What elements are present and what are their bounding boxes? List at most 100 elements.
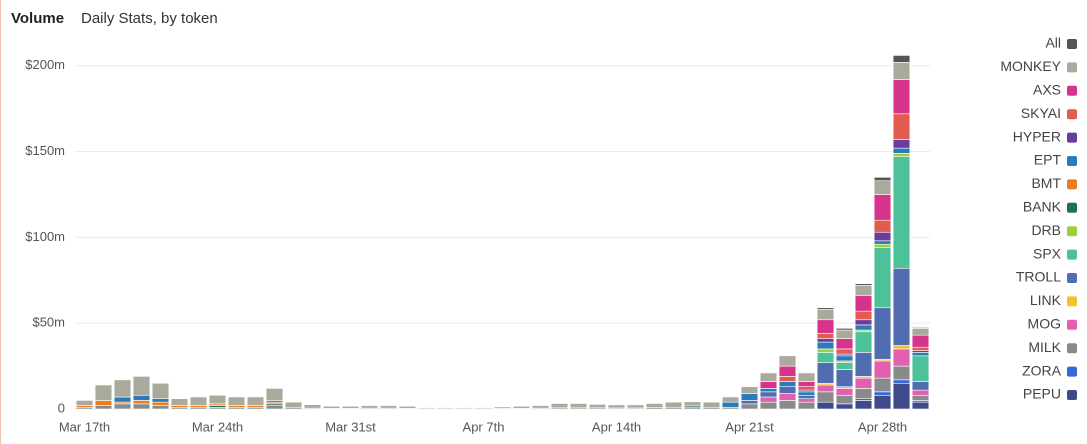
- bar-segment: [816, 348, 835, 353]
- bar-segment: [94, 384, 113, 401]
- bar-segment: [208, 394, 227, 405]
- bar-segment: [531, 405, 550, 409]
- legend-label: LINK: [1030, 292, 1062, 308]
- bar-segment: [759, 396, 778, 403]
- legend-label: AXS: [1033, 82, 1061, 98]
- bar-segment: [512, 405, 531, 409]
- bar-segment: [835, 388, 854, 396]
- bar-segment: [854, 319, 873, 326]
- bar-segment: [170, 398, 189, 406]
- bar-segment: [797, 394, 816, 400]
- bar-segment: [892, 152, 911, 158]
- bar-segment: [778, 400, 797, 410]
- bar-segment: [797, 391, 816, 396]
- bar-segment: [816, 309, 835, 321]
- bar-segment: [873, 180, 892, 195]
- bar-segment: [436, 407, 455, 409]
- y-tick-label: $50m: [32, 315, 65, 330]
- bar-segment: [94, 405, 113, 410]
- legend-swatch: [1067, 109, 1077, 120]
- bar-segment: [892, 379, 911, 384]
- bar-segment: [797, 398, 816, 403]
- bar-segment: [816, 362, 835, 384]
- legend-swatch: [1067, 226, 1077, 237]
- legend-label: MONKEY: [1000, 58, 1061, 74]
- bar-segment: [664, 401, 683, 408]
- bar-segment: [892, 156, 911, 269]
- bar-segment: [398, 405, 417, 409]
- bar-segment: [265, 388, 284, 401]
- legend-label: ZORA: [1022, 362, 1062, 378]
- bar-segment: [759, 391, 778, 398]
- bar-segment: [94, 400, 113, 406]
- bar-segment: [911, 327, 930, 329]
- bar-segment: [797, 372, 816, 382]
- bar-segment: [740, 386, 759, 394]
- legend-swatch: [1067, 296, 1077, 307]
- bar-segment: [303, 404, 322, 409]
- legend-swatch: [1067, 62, 1077, 73]
- x-tick-label: Apr 14th: [592, 419, 641, 434]
- bar-segment: [854, 295, 873, 312]
- bar-segment: [835, 329, 854, 339]
- legend-swatch: [1067, 179, 1077, 190]
- bar-segment: [132, 400, 151, 405]
- bar-segment: [892, 267, 911, 346]
- bar-segment: [911, 389, 930, 396]
- bar-segment: [835, 403, 854, 410]
- bar-segment: [816, 338, 835, 343]
- bar-segment: [816, 391, 835, 403]
- bar-segment: [873, 247, 892, 309]
- bar-segment: [759, 388, 778, 393]
- legend-label: BANK: [1023, 199, 1062, 215]
- legend-swatch: [1067, 39, 1077, 49]
- legend-label: TROLL: [1016, 269, 1061, 285]
- bar-segment: [854, 331, 873, 353]
- bar-segment: [873, 394, 892, 410]
- bar-segment: [854, 285, 873, 297]
- bar-segment: [911, 394, 930, 401]
- legend-label: SPX: [1033, 245, 1062, 261]
- bar-segment: [132, 403, 151, 410]
- bar-segment: [778, 381, 797, 387]
- x-tick-label: Apr 21st: [725, 419, 774, 434]
- bar-segment: [113, 379, 132, 398]
- bar-segment: [892, 139, 911, 149]
- x-tick-label: Mar 24th: [192, 419, 243, 434]
- bar-segment: [740, 400, 759, 405]
- legend-label: SKYAI: [1021, 105, 1061, 121]
- bar-segment: [873, 360, 892, 379]
- bar-segment: [854, 283, 873, 286]
- bar-segment: [113, 403, 132, 410]
- bar-segment: [835, 355, 854, 362]
- legend-label: EPT: [1034, 152, 1062, 168]
- legend-swatch: [1067, 319, 1077, 330]
- bar-segment: [797, 401, 816, 410]
- bar-segment: [113, 396, 132, 403]
- bar-segment: [132, 376, 151, 396]
- legend-swatch: [1067, 366, 1077, 377]
- legend-swatch: [1067, 390, 1077, 400]
- bar-segment: [835, 362, 854, 370]
- x-tick-label: Mar 17th: [59, 419, 110, 434]
- y-tick-label: $150m: [25, 143, 65, 158]
- chart-subtitle: Daily Stats, by token: [81, 10, 218, 27]
- bar-segment: [455, 407, 474, 409]
- bar-segment: [626, 404, 645, 409]
- bar-segment: [854, 324, 873, 331]
- bar-segment: [474, 407, 493, 409]
- bar-segment: [892, 62, 911, 80]
- chart-title: Volume: [11, 10, 64, 27]
- legend-swatch: [1067, 343, 1077, 354]
- bar-segment: [778, 365, 797, 377]
- bar-segment: [816, 333, 835, 339]
- bar-segment: [759, 372, 778, 382]
- bar-segment: [341, 405, 360, 409]
- legend-swatch: [1067, 132, 1077, 143]
- bar-segment: [550, 403, 569, 409]
- legend-swatch: [1067, 249, 1077, 260]
- bar-segment: [227, 396, 246, 406]
- legend-swatch: [1067, 85, 1077, 96]
- bar-segment: [854, 310, 873, 321]
